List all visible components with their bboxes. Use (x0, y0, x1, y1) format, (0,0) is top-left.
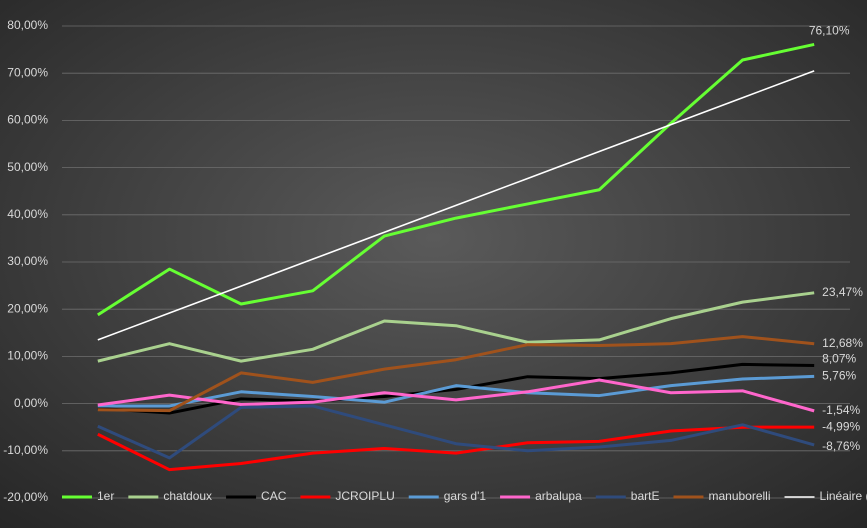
series-line (97, 374, 815, 408)
y-tick-label: 80,00% (7, 18, 48, 32)
legend-label: chatdoux (163, 489, 212, 503)
y-tick-label: -20,00% (3, 490, 48, 504)
legend-label: gars d'1 (444, 489, 487, 503)
y-tick-label: 70,00% (7, 65, 48, 79)
data-label: -8,76% (822, 439, 860, 453)
y-tick-label: 60,00% (7, 113, 48, 127)
series-line (97, 70, 815, 341)
series-line (97, 335, 815, 413)
legend-label: arbalupa (535, 489, 582, 503)
series-line (97, 42, 815, 317)
data-label: -4,99% (822, 419, 860, 433)
legend-label: JCROIPLU (335, 489, 394, 503)
data-label: 23,47% (822, 285, 863, 299)
y-tick-label: 10,00% (7, 349, 48, 363)
y-tick-label: 30,00% (7, 254, 48, 268)
data-label: -1,54% (822, 403, 860, 417)
data-label: 5,76% (822, 369, 856, 383)
legend-label: Linéaire (1er) (820, 489, 867, 503)
data-label: 12,68% (822, 336, 863, 350)
series-line (97, 291, 815, 363)
legend-label: bartE (631, 489, 660, 503)
y-tick-label: 50,00% (7, 160, 48, 174)
legend-label: CAC (261, 489, 287, 503)
data-label: 76,10% (809, 24, 850, 38)
y-tick-label: 20,00% (7, 301, 48, 315)
y-tick-label: -10,00% (3, 443, 48, 457)
legend-label: 1er (97, 489, 114, 503)
series-line (97, 378, 815, 413)
series-line (97, 362, 815, 415)
legend-label: manuborelli (708, 489, 770, 503)
series-line (97, 425, 815, 472)
series-line (97, 404, 815, 460)
data-label: 8,07% (822, 352, 856, 366)
y-tick-label: 0,00% (14, 396, 48, 410)
y-tick-label: 40,00% (7, 207, 48, 221)
